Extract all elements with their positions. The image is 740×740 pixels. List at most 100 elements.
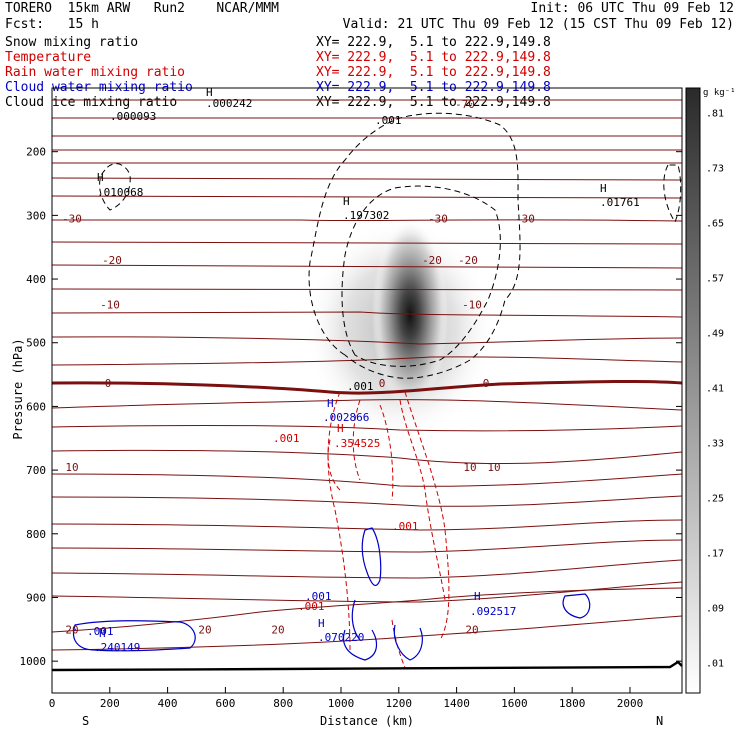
- colorbar-scale: [685, 87, 701, 694]
- legend-cloud-ice-label: Cloud ice mixing ratio: [5, 95, 178, 110]
- x-axis-end-label: N: [656, 714, 664, 728]
- cloud-ice-contours: [99, 112, 682, 379]
- temperature-contour-label: 10: [487, 461, 500, 474]
- temperature-contour-label: 10: [463, 461, 476, 474]
- colorbar-unit: g kg⁻¹: [703, 88, 736, 98]
- contour-value-label: .001: [347, 380, 374, 393]
- colorbar-tick-label: .81: [706, 109, 724, 120]
- y-tick-label: 700: [26, 464, 46, 477]
- contour-value-label: .002866: [323, 411, 369, 424]
- colorbar-tick-label: .33: [706, 439, 724, 450]
- legend-rain-xy: XY= 222.9, 5.1 to 222.9,149.8: [316, 65, 551, 80]
- temperature-contour-label: -10: [462, 299, 482, 312]
- x-axis-ticks: 0 200 400 600 800 1000 1200 1400 1600 1800 2000: [49, 687, 644, 710]
- x-tick-label: 1400: [443, 697, 470, 710]
- colorbar-tick-label: .49: [706, 329, 724, 340]
- temperature-contour-label: -20: [422, 254, 442, 267]
- contour-value-label: .001: [298, 600, 325, 613]
- contour-value-label: .197302: [343, 209, 389, 222]
- contour-value-label: .354525: [334, 437, 380, 450]
- zero-degree-line: [51, 379, 683, 395]
- temperature-contour-label: 20: [198, 623, 211, 636]
- contour-value-label: .070220: [318, 631, 364, 644]
- temperature-contour-label: 0: [483, 377, 490, 390]
- x-tick-label: 1000: [328, 697, 355, 710]
- y-tick-label: 500: [26, 337, 46, 350]
- colorbar: .01 .09 .17 .25 .33 .41 .49 .57 .65 .73 .81: [685, 87, 724, 694]
- terrain: [51, 660, 683, 672]
- init-time: Init: 06 UTC Thu 09 Feb 12: [530, 1, 735, 16]
- max-marker: H: [99, 627, 106, 640]
- temperature-contour-label: 20: [271, 623, 284, 636]
- contour-value-label: .001: [392, 520, 419, 533]
- legend-snow-xy: XY= 222.9, 5.1 to 222.9,149.8: [316, 35, 551, 50]
- contour-labels: -70 -30 -30 -30 -20 -20 -20 -10 -10 0 0 0 10 10 10 20 20…: [62, 98, 535, 636]
- forecast-hour: Fcst: 15 h: [5, 17, 99, 32]
- contour-value-label: .01761: [600, 196, 640, 209]
- snow-shading: [305, 220, 495, 440]
- y-tick-label: 200: [26, 146, 46, 159]
- legend-rain-label: Rain water mixing ratio: [5, 65, 186, 80]
- temperature-contour-label: -20: [458, 254, 478, 267]
- max-marker: H: [97, 171, 104, 184]
- colorbar-tick-label: .17: [706, 549, 724, 560]
- temperature-contour-label: 0: [379, 377, 386, 390]
- max-marker: H: [343, 195, 350, 208]
- y-tick-label: 300: [26, 209, 46, 222]
- temperature-contour-label: -20: [102, 254, 122, 267]
- y-tick-label: 400: [26, 273, 46, 286]
- y-axis-label: Pressure (hPa): [11, 338, 25, 440]
- x-tick-label: 1800: [559, 697, 586, 710]
- x-axis-label: Distance (km): [320, 714, 414, 728]
- contour-value-label: .001: [375, 114, 402, 127]
- contour-value-label: .092517: [470, 605, 516, 618]
- temperature-contour-label: 20: [65, 623, 78, 636]
- colorbar-tick-label: .57: [706, 274, 724, 285]
- colorbar-tick-label: .65: [706, 219, 724, 230]
- rain-water-contours: [327, 391, 450, 669]
- temperature-contour-label: -10: [100, 299, 120, 312]
- x-axis-start-label: S: [82, 714, 90, 728]
- temperature-contour-label: 10: [65, 461, 78, 474]
- max-marker: H: [327, 397, 334, 410]
- x-tick-label: 1200: [386, 697, 413, 710]
- x-tick-label: 1600: [501, 697, 528, 710]
- valid-time: Valid: 21 UTC Thu 09 Feb 12 (15 CST Thu …: [342, 17, 734, 32]
- legend-snow-label: Snow mixing ratio: [5, 35, 139, 50]
- contour-value-label: .000242: [206, 97, 252, 110]
- plot-frame: [51, 87, 683, 694]
- x-tick-label: 200: [100, 697, 120, 710]
- legend-temperature-xy: XY= 222.9, 5.1 to 222.9,149.8: [316, 50, 551, 65]
- colorbar-tick-label: .01: [706, 659, 724, 670]
- contour-value-label: .000093: [110, 110, 156, 123]
- x-tick-label: 2000: [617, 697, 644, 710]
- legend-temperature-label: Temperature: [5, 50, 92, 65]
- y-tick-label: 600: [26, 400, 46, 413]
- x-tick-label: 800: [273, 697, 293, 710]
- model-title: TORERO 15km ARW Run2 NCAR/MMM: [5, 1, 279, 16]
- temperature-contour-label: -30: [62, 213, 82, 226]
- temperature-contour-label: -70: [455, 98, 475, 111]
- x-tick-label: 400: [158, 697, 178, 710]
- cloud-water-contours: [73, 527, 591, 661]
- max-marker: H: [318, 617, 325, 630]
- y-tick-label: 900: [26, 591, 46, 604]
- colorbar-tick-label: .73: [706, 164, 724, 175]
- colorbar-tick-label: .09: [706, 604, 724, 615]
- y-tick-label: 1000: [20, 655, 47, 668]
- max-marker: H: [474, 590, 481, 603]
- temperature-contour-label: 0: [105, 377, 112, 390]
- x-tick-label: 0: [49, 697, 56, 710]
- legend-cloud-ice-xy: XY= 222.9, 5.1 to 222.9,149.8: [316, 95, 551, 110]
- annotations: H.000242.000093H.010068H.197302H.01761.0…: [87, 86, 640, 654]
- max-marker: H: [600, 182, 607, 195]
- contour-value-label: .010068: [97, 186, 143, 199]
- max-marker: H: [206, 86, 213, 99]
- max-marker: H: [337, 422, 344, 435]
- x-tick-label: 600: [215, 697, 235, 710]
- contour-value-label: .240149: [94, 641, 140, 654]
- colorbar-tick-label: .25: [706, 494, 724, 505]
- temperature-contour-label: -30: [428, 213, 448, 226]
